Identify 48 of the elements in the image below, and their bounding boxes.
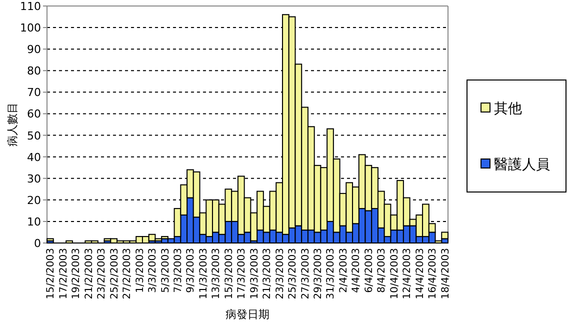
y-tick-label: 100 <box>20 22 41 35</box>
x-tick-label: 18/4/2003 <box>440 248 452 300</box>
x-tick-label: 17/2/2003 <box>58 248 70 300</box>
x-tick-label: 4/4/2003 <box>351 248 362 293</box>
x-tick-label: 6/4/2003 <box>364 248 375 293</box>
x-tick-label: 25/3/2003 <box>288 248 299 300</box>
y-tick-label: 50 <box>27 129 41 142</box>
x-tick-label: 27/3/2003 <box>300 248 312 300</box>
x-tick-label: 23/2/2003 <box>96 248 108 300</box>
x-tick-label: 21/3/2003 <box>262 248 274 300</box>
x-tick-label: 31/3/2003 <box>326 248 337 300</box>
y-tick-label: 20 <box>27 194 41 207</box>
y-tick-label: 110 <box>20 0 41 13</box>
x-tick-label: 21/2/2003 <box>84 248 95 300</box>
y-axis-title: 病人數目 <box>6 102 19 146</box>
x-tick-label: 25/2/2003 <box>109 248 120 300</box>
y-tick-label: 40 <box>27 150 41 164</box>
x-tick-label: 29/3/2003 <box>313 248 324 300</box>
x-tick-label: 9/3/2003 <box>186 248 197 293</box>
x-tick-label: 13/3/2003 <box>211 248 222 300</box>
x-tick-label: 23/3/2003 <box>274 248 286 300</box>
x-tick-label: 11/3/2003 <box>198 248 210 300</box>
y-tick-label: 80 <box>27 64 41 78</box>
x-tick-label: 15/3/2003 <box>224 248 235 300</box>
x-tick-label: 19/2/2003 <box>71 248 82 300</box>
legend-label: 醫護人員 <box>494 157 550 173</box>
x-tick-label: 7/3/2003 <box>172 248 184 293</box>
y-tick-label: 30 <box>27 172 41 186</box>
x-tick-label: 17/3/2003 <box>236 248 248 300</box>
y-tick-label: 90 <box>27 43 41 56</box>
x-tick-label: 10/4/2003 <box>389 248 400 300</box>
y-tick-label: 0 <box>34 237 41 250</box>
legend-label: 其他 <box>494 101 522 117</box>
x-tick-label: 2/4/2003 <box>338 248 350 293</box>
y-tick-label: 70 <box>27 86 41 100</box>
x-tick-label: 14/4/2003 <box>414 248 426 300</box>
x-tick-label: 5/3/2003 <box>160 248 172 293</box>
x-tick-label: 27/2/2003 <box>122 248 134 300</box>
y-tick-label: 10 <box>27 215 41 228</box>
x-tick-label: 15/2/2003 <box>46 248 57 300</box>
x-tick-label: 12/4/2003 <box>402 248 414 300</box>
x-axis-title: 病發日期 <box>226 308 270 321</box>
x-tick-label: 8/4/2003 <box>376 248 388 293</box>
x-tick-label: 19/3/2003 <box>249 248 260 300</box>
x-tick-label: 16/4/2003 <box>428 248 439 300</box>
x-tick-label: 3/3/2003 <box>148 248 159 293</box>
x-tick-label: 1/3/2003 <box>134 248 146 293</box>
y-tick-label: 60 <box>27 108 41 121</box>
